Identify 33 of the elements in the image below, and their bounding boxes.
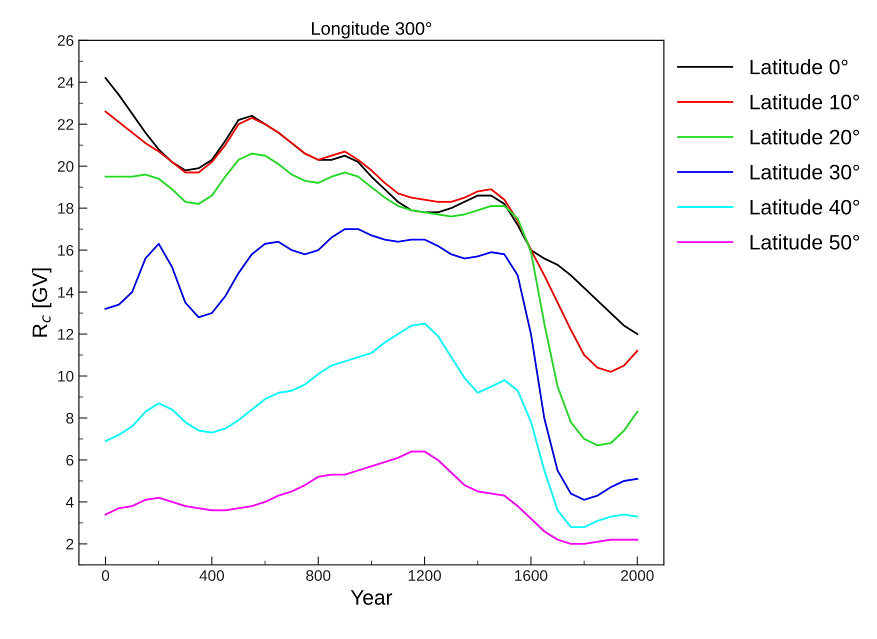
y-tick-label: 20 [58,161,74,172]
x-axis-title: Year [350,590,392,605]
x-tick-label: 2000 [621,570,654,581]
line-series [104,450,638,545]
x-tick-label: 1200 [408,570,441,581]
y-tick-label: 16 [58,244,74,256]
y-tick-label: 2 [66,538,74,550]
line-series [104,110,638,373]
chart-title: Longitude 300° [312,22,432,38]
x-tick-label: 1600 [515,570,548,581]
x-tick-label: 800 [306,570,330,581]
y-tick-label: 14 [58,287,74,298]
line-series [104,228,638,501]
line-series [104,322,638,528]
legend-label: Latitude 10° [750,94,860,110]
y-tick-label: 18 [58,203,74,214]
y-tick-label: 6 [66,454,74,466]
legend-label: Latitude 20° [750,129,860,144]
y-tick-label: 10 [58,370,74,382]
y-tick-label: 8 [66,412,74,424]
legend-label: Latitude 0° [750,59,848,74]
legend-label: Latitude 50° [750,234,860,250]
y-axis-title: R$_{c}$ [GV] [32,268,52,337]
y-tick-label: 4 [66,496,74,508]
y-tick-label: 24 [58,77,74,88]
x-tick-label: 400 [199,570,224,581]
x-tick-label: 0 [102,570,110,581]
line-series [104,152,638,446]
y-tick-label: 26 [58,35,74,46]
legend-label: Latitude 30° [750,164,860,180]
legend-label: Latitude 40° [750,199,860,215]
y-tick-label: 22 [58,119,74,130]
y-tick-label: 12 [58,328,74,340]
